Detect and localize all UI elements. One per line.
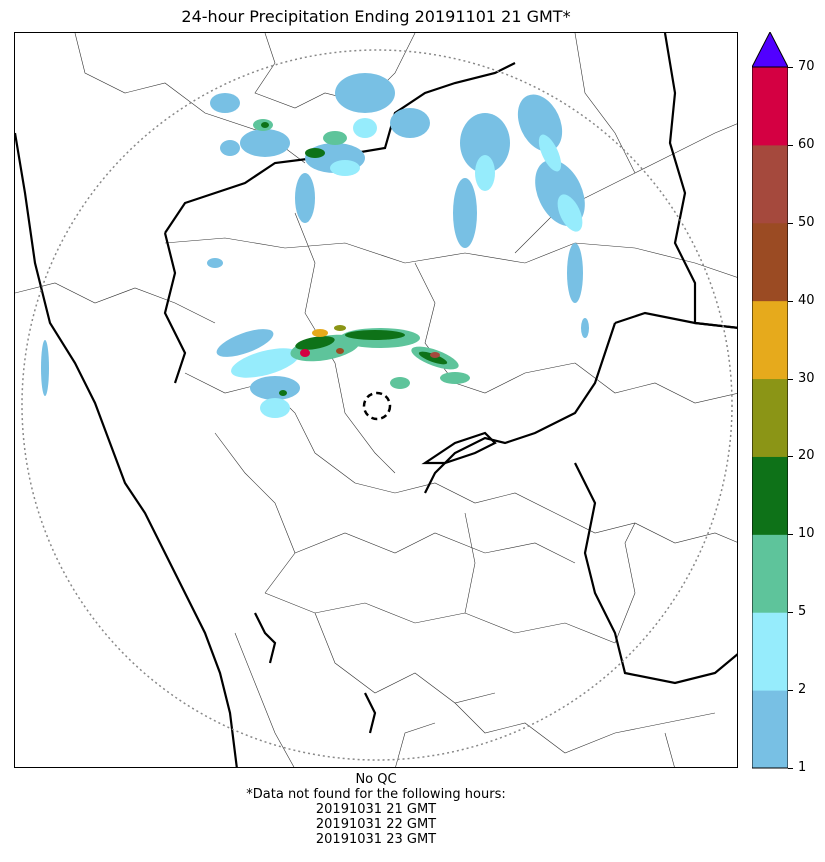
colorbar-tick-mark	[788, 534, 793, 536]
colorbar-band	[752, 456, 788, 535]
colorbar-band	[752, 612, 788, 691]
colorbar-tick-mark	[788, 456, 793, 458]
colorbar-tick-mark	[788, 612, 793, 614]
footer: No QC *Data not found for the following …	[14, 772, 738, 847]
colorbar-tick-label: 50	[798, 214, 815, 230]
colorbar-tick-label: 1	[798, 760, 807, 775]
colorbar-over-arrow	[752, 32, 788, 67]
colorbar-tick-label: 5	[798, 604, 807, 620]
colorbar-tick-label: 30	[798, 370, 815, 386]
colorbar-tick-mark	[788, 690, 793, 692]
colorbar-tick-mark	[788, 67, 793, 68]
colorbar-tick-mark	[788, 144, 793, 146]
missing-data-note: *Data not found for the following hours:	[246, 787, 506, 802]
radar-site-marker	[362, 391, 392, 421]
colorbar-tick-label: 70	[798, 59, 815, 74]
colorbar-band	[752, 378, 788, 457]
colorbar-tick-label: 10	[798, 526, 815, 542]
missing-hour: 20191031 21 GMT	[315, 802, 437, 817]
colorbar-tick-mark	[788, 768, 793, 769]
colorbar	[752, 32, 788, 769]
colorbar-tick-label: 20	[798, 448, 815, 464]
colorbar-band	[752, 144, 788, 224]
colorbar-tick-mark	[788, 300, 793, 302]
map-canvas	[15, 33, 737, 767]
missing-hour: 20191031 22 GMT	[315, 817, 437, 832]
colorbar-tick-label: 60	[798, 136, 815, 152]
state-boundaries	[15, 33, 737, 767]
colorbar-band	[752, 300, 788, 380]
colorbar-band	[752, 534, 788, 613]
range-ring	[21, 49, 733, 761]
missing-hour: 20191031 23 GMT	[315, 832, 437, 847]
colorbar-tick-label: 40	[798, 292, 815, 308]
map-title: 24-hour Precipitation Ending 20191101 21…	[181, 7, 571, 26]
colorbar-tick-label: 2	[798, 682, 807, 698]
colorbar-band	[752, 222, 788, 302]
colorbar-band	[752, 67, 788, 146]
colorbar-tick-mark	[788, 222, 793, 224]
precipitation-map	[14, 32, 738, 768]
colorbar-band	[752, 690, 788, 769]
colorbar-bands	[752, 67, 788, 769]
colorbar-tick-mark	[788, 378, 793, 380]
qc-status: No QC	[355, 772, 397, 787]
district-boundaries	[15, 33, 737, 767]
precipitation-field	[41, 73, 589, 418]
